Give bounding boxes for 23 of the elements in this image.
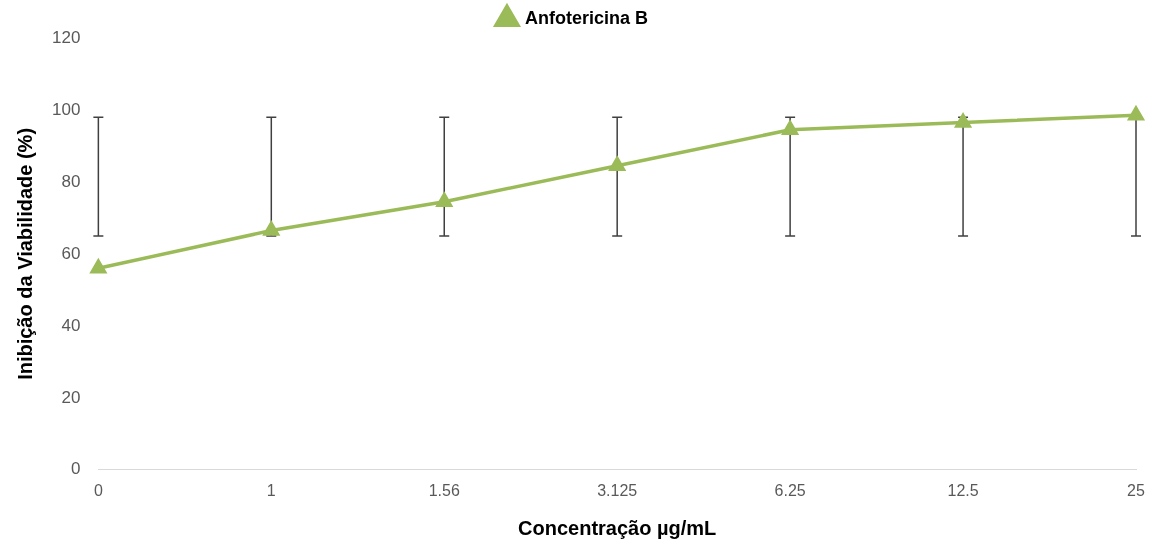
x-tick-label: 6.25 <box>774 481 806 499</box>
x-axis-title: Concentração µg/mL <box>518 516 717 539</box>
point <box>609 156 625 171</box>
point <box>782 121 798 136</box>
point <box>955 113 971 128</box>
point <box>1128 106 1144 121</box>
y-axis-title: Inibição da Viabilidade (%) <box>13 127 36 380</box>
x-tick-label: 1.56 <box>428 481 460 499</box>
y-tick-label: 100 <box>51 99 81 119</box>
y-tick-label: 20 <box>61 387 81 407</box>
x-tick-label: 12.5 <box>947 481 979 499</box>
legend-label: Anfotericina B <box>524 7 649 28</box>
y-tick-label: 40 <box>61 315 81 335</box>
x-tick-label: 0 <box>93 481 103 499</box>
y-tick-label: 80 <box>61 171 81 191</box>
x-tick-label: 1 <box>266 481 276 499</box>
point <box>263 221 280 236</box>
x-tick-label: 25 <box>1127 481 1145 499</box>
y-tick-label: 60 <box>61 243 81 263</box>
y-tick-label: 120 <box>51 27 81 47</box>
y-tick-label: 0 <box>70 459 81 479</box>
x-tick-label: 3.125 <box>597 481 638 499</box>
point <box>436 192 453 207</box>
